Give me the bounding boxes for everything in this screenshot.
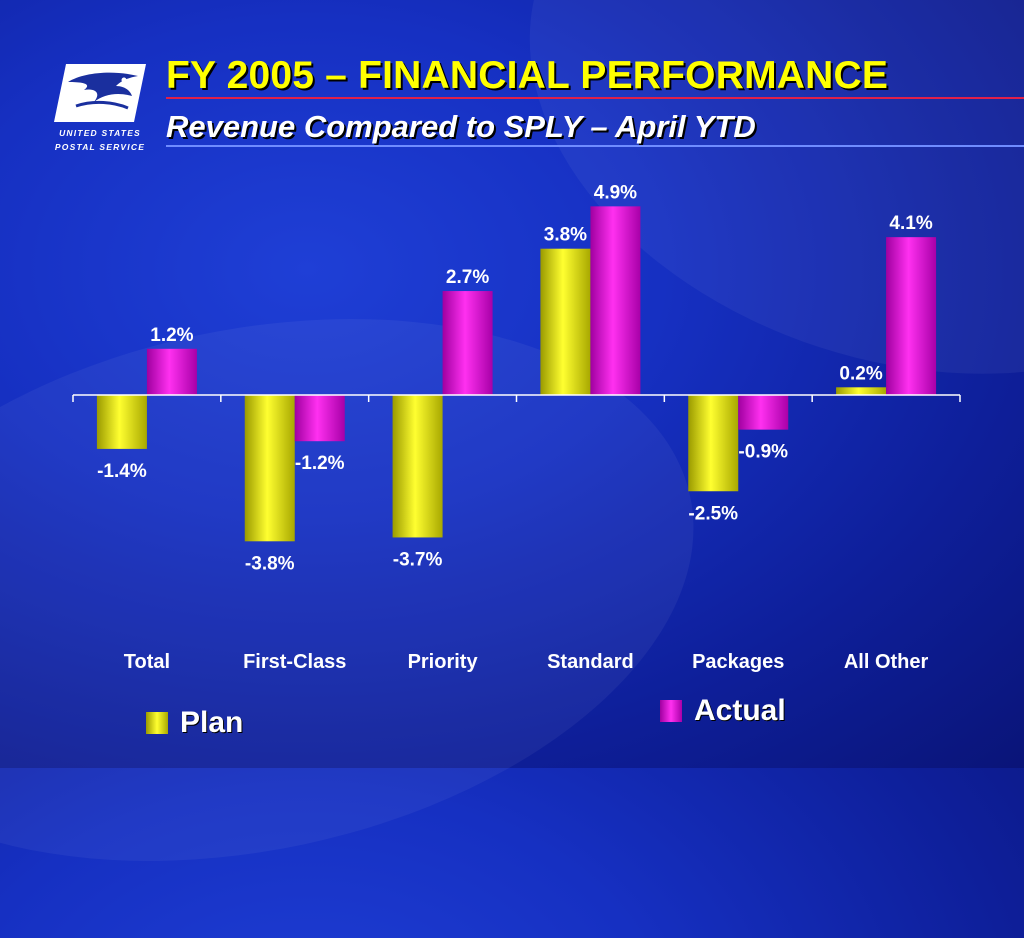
- subtitle-divider: [166, 145, 1024, 147]
- title-divider: [166, 97, 1024, 99]
- data-label-plan-packages: -2.5%: [688, 503, 738, 524]
- usps-logo: UNITED STATES POSTAL SERVICE: [44, 58, 156, 158]
- data-label-plan-all-other: 0.2%: [839, 363, 882, 384]
- category-label-packages: Packages: [692, 651, 784, 673]
- category-label-total: Total: [124, 651, 170, 673]
- data-label-plan-first-class: -3.8%: [245, 553, 295, 574]
- category-label-standard: Standard: [547, 651, 634, 673]
- category-label-first-class: First-Class: [243, 651, 346, 673]
- bar-plan-first-class: [244, 395, 295, 542]
- data-label-actual-first-class: -1.2%: [295, 453, 345, 474]
- legend-item-actual: Actual: [660, 694, 786, 728]
- data-label-actual-total: 1.2%: [150, 325, 193, 346]
- data-label-actual-all-other: 4.1%: [889, 213, 932, 234]
- legend-label-plan: Plan: [180, 706, 244, 739]
- bar-plan-priority: [392, 395, 443, 538]
- bar-actual-priority: [442, 291, 493, 395]
- bar-plan-packages: [688, 395, 739, 492]
- logo-text-line1: UNITED STATES: [59, 128, 141, 138]
- data-label-plan-standard: 3.8%: [544, 225, 587, 246]
- revenue-bar-chart: -1.4% 1.2% -3.8% -1.2% -3.7% 2.7% 3.8% 4.9% -2.5…: [96, 182, 937, 673]
- legend-item-plan: Plan: [146, 706, 243, 740]
- data-label-plan-priority: -3.7%: [393, 549, 443, 570]
- category-label-all-other: All Other: [844, 651, 929, 673]
- eagle-icon: [54, 64, 146, 122]
- bar-plan-standard: [540, 248, 591, 395]
- data-label-actual-packages: -0.9%: [738, 442, 788, 463]
- category-label-priority: Priority: [408, 651, 479, 673]
- bar-plan-total: [96, 395, 147, 449]
- legend-swatch-actual: [660, 700, 682, 722]
- bar-actual-packages: [738, 395, 789, 430]
- bar-plan-all-other: [836, 387, 887, 395]
- bar-actual-standard: [590, 206, 641, 395]
- page-subtitle: Revenue Compared to SPLY – April YTD: [166, 109, 756, 144]
- legend-label-actual: Actual: [694, 694, 786, 727]
- logo-text-line2: POSTAL SERVICE: [54, 142, 146, 152]
- data-label-plan-total: -1.4%: [97, 461, 147, 482]
- bar-actual-total: [146, 348, 197, 395]
- data-label-actual-standard: 4.9%: [594, 182, 637, 203]
- data-label-actual-priority: 2.7%: [446, 267, 489, 288]
- page-title: FY 2005 – FINANCIAL PERFORMANCE: [166, 54, 889, 97]
- bar-actual-first-class: [294, 395, 345, 442]
- bar-actual-all-other: [886, 237, 937, 395]
- legend-swatch-plan: [146, 712, 168, 734]
